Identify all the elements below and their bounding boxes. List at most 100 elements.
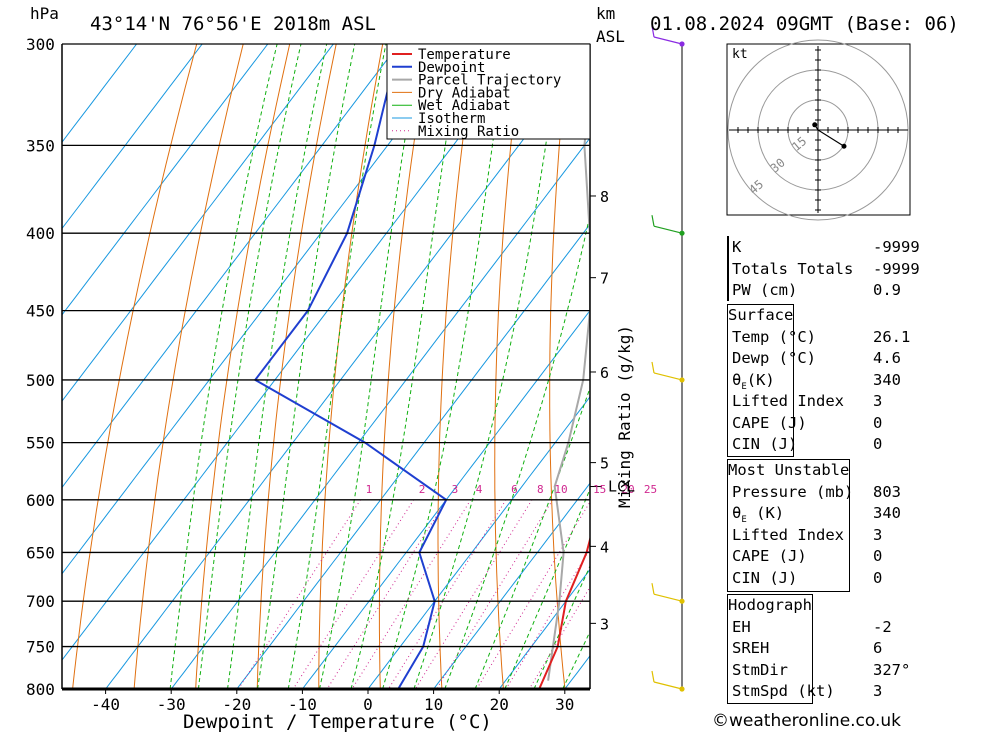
legend-item: Isotherm (418, 111, 485, 127)
mixing-ratio-line (505, 548, 590, 689)
legend-item: Dewpoint (418, 60, 485, 76)
pressure-tick-label: 550 (26, 434, 55, 453)
x-tick-label: 20 (490, 695, 509, 714)
mixing-ratio-label: 15 (593, 483, 606, 496)
mixing-ratio-label: 3 (452, 483, 459, 496)
mu-cin-label: CIN (J) (732, 568, 798, 587)
pressure-tick-label: 500 (26, 371, 55, 390)
x-tick-label: 0 (363, 695, 373, 714)
wet-adiabat-line (287, 44, 387, 689)
km-unit-label: km (596, 4, 615, 23)
pressure-tick-label: 450 (26, 302, 55, 321)
isotherm-line (62, 44, 137, 144)
hpa-unit-label: hPa (30, 4, 59, 23)
dry-adiabat-line (494, 44, 523, 689)
mu-theta-label: θE (K) (732, 504, 785, 526)
lcl-label: LCL (608, 478, 635, 496)
eh-label: EH (732, 617, 751, 636)
parcel-trajectory (547, 80, 590, 681)
mixing-ratio-label: 1 (366, 483, 373, 496)
legend-item: Parcel Trajectory (418, 73, 561, 89)
wet-adiabat-line (444, 212, 590, 689)
mixing-ratio-label: 20 (621, 483, 634, 496)
credit-link[interactable]: ©weatheronline.co.uk (712, 711, 902, 731)
temperature-profile (538, 535, 590, 689)
surface-dewp-value: 4.6 (873, 349, 901, 367)
mixing-ratio-label: 6 (511, 483, 518, 496)
pressure-tick-label: 800 (26, 680, 55, 699)
mixing-ratio-line (351, 499, 472, 689)
pressure-tick-label: 400 (26, 224, 55, 243)
km-tick-label: 5 (600, 455, 609, 473)
isotherm-line (62, 44, 203, 230)
x-axis-label: Dewpoint / Temperature (°C) (183, 711, 492, 733)
pw-label: PW (cm) (732, 281, 798, 299)
surface-dewp-label: Dewp (°C) (732, 349, 816, 367)
km-tick-label: 8 (600, 188, 609, 206)
dry-adiabat-line (195, 44, 291, 689)
surface-temp-value: 26.1 (873, 327, 911, 346)
pressure-tick-label: 600 (26, 491, 55, 510)
hodograph-table-panel: Hodograph EH -2 SREH 6 StmDir 327° StmSpd (… (727, 594, 910, 704)
mixing-ratio-label: 4 (476, 483, 483, 496)
wet-adiabat-line (319, 44, 422, 689)
wet-adiabat-line (504, 487, 590, 689)
km-tick-label: 6 (600, 364, 609, 382)
datetime-title: 01.08.2024 09GMT (Base: 06) (650, 13, 959, 35)
dry-adiabat-line (987, 44, 1000, 689)
mixing-ratio-line (476, 500, 590, 689)
wet-adiabat-line (413, 44, 562, 689)
location-title: 43°14'N 76°56'E 2018m ASL (90, 13, 376, 35)
surface-cin-value: 0 (873, 435, 883, 453)
dry-adiabat-line (655, 44, 688, 689)
mixing-ratio-label: 2 (419, 483, 426, 496)
isotherm-line (62, 44, 531, 661)
wet-adiabat-line (474, 386, 590, 689)
legend-item: Wet Adiabat (418, 98, 511, 114)
sreh-value: 6 (873, 639, 883, 657)
pw-value: 0.9 (873, 281, 901, 299)
hodograph-table-title: Hodograph (728, 596, 812, 614)
mixing-ratio-line (292, 499, 415, 689)
wind-barb (651, 361, 683, 381)
surface-li-value: 3 (873, 392, 883, 410)
pressure-tick-label: 350 (26, 136, 55, 155)
pressure-tick-label: 300 (26, 35, 55, 54)
legend-item: Mixing Ratio (418, 124, 519, 140)
wind-barb (651, 215, 683, 234)
x-tick-label: -20 (222, 695, 251, 714)
stmdir-value: 327° (873, 660, 911, 679)
surface-title: Surface (728, 306, 794, 324)
mixing-ratio-label: 8 (537, 483, 544, 496)
pressure-tick-label: 750 (26, 638, 55, 657)
wet-adiabat-line (257, 44, 356, 689)
pressure-tick-label: 700 (26, 592, 55, 611)
surface-li-label: Lifted Index (732, 392, 844, 410)
totals-totals-value: -9999 (873, 259, 920, 278)
mu-pressure-label: Pressure (mb) (732, 482, 854, 501)
stmspd-label: StmSpd (kt) (732, 682, 835, 700)
k-index-label: K (732, 238, 742, 256)
stmdir-label: StmDir (732, 660, 788, 679)
mixing-ratio-label: 10 (554, 483, 567, 496)
mu-cape-label: CAPE (J) (732, 547, 807, 565)
mixing-ratio-line (528, 586, 590, 689)
surface-cin-label: CIN (J) (732, 435, 798, 453)
mixing-ratio-axis-label: Mixing Ratio (g/kg) (615, 325, 634, 508)
dry-adiabat-line (133, 44, 244, 689)
mu-cin-value: 0 (873, 568, 883, 587)
dry-adiabat-line (941, 44, 1000, 689)
isotherm-line (498, 568, 590, 689)
mixing-ratio-line (388, 499, 507, 689)
wind-barb (651, 670, 683, 690)
most-unstable-panel: Most Unstable Pressure (mb) 803 θE (K) 340… (727, 459, 901, 592)
hodograph-unit-label: kt (732, 47, 748, 62)
x-tick-label: 10 (424, 695, 443, 714)
stmspd-value: 3 (873, 682, 883, 700)
surface-theta-label: θE(K) (732, 370, 775, 392)
wet-adiabat-line (533, 564, 590, 689)
x-tick-label: -10 (288, 695, 317, 714)
mixing-ratio-line (326, 499, 447, 689)
